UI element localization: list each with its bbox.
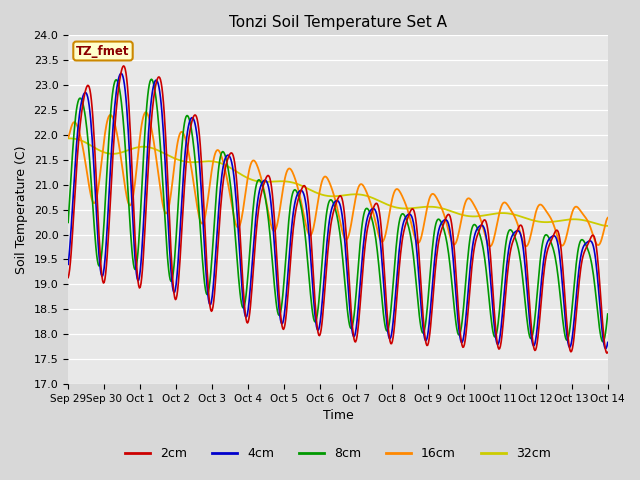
16cm — [185, 152, 193, 157]
8cm — [420, 329, 428, 335]
2cm — [185, 134, 193, 140]
Line: 32cm: 32cm — [68, 138, 608, 226]
8cm — [604, 311, 612, 317]
32cm — [213, 159, 221, 165]
X-axis label: Time: Time — [323, 409, 353, 422]
2cm — [64, 275, 72, 280]
16cm — [64, 134, 72, 140]
Legend: 2cm, 4cm, 8cm, 16cm, 32cm: 2cm, 4cm, 8cm, 16cm, 32cm — [120, 442, 556, 465]
16cm — [420, 222, 428, 228]
8cm — [185, 115, 193, 121]
16cm — [142, 109, 150, 115]
4cm — [420, 331, 428, 337]
16cm — [74, 125, 82, 131]
2cm — [74, 147, 82, 153]
4cm — [74, 126, 82, 132]
4cm — [185, 121, 193, 127]
Text: TZ_fmet: TZ_fmet — [76, 45, 130, 58]
32cm — [403, 205, 411, 211]
16cm — [129, 192, 137, 197]
2cm — [120, 63, 127, 69]
8cm — [64, 219, 72, 225]
32cm — [604, 223, 612, 229]
16cm — [404, 209, 412, 215]
32cm — [64, 135, 72, 141]
32cm — [184, 159, 192, 165]
2cm — [603, 350, 611, 356]
4cm — [118, 71, 125, 76]
8cm — [148, 76, 156, 82]
8cm — [74, 99, 82, 105]
Y-axis label: Soil Temperature (C): Soil Temperature (C) — [15, 145, 28, 274]
16cm — [214, 147, 221, 153]
8cm — [599, 339, 607, 345]
8cm — [404, 222, 412, 228]
32cm — [74, 137, 82, 143]
Line: 16cm: 16cm — [68, 112, 608, 246]
4cm — [131, 243, 138, 249]
Line: 8cm: 8cm — [68, 79, 608, 342]
8cm — [129, 261, 137, 267]
Line: 2cm: 2cm — [68, 66, 608, 353]
2cm — [214, 249, 221, 255]
8cm — [214, 177, 221, 182]
4cm — [404, 212, 412, 217]
4cm — [602, 346, 609, 351]
32cm — [129, 145, 137, 151]
32cm — [419, 204, 427, 210]
4cm — [64, 262, 72, 267]
16cm — [522, 243, 530, 249]
2cm — [604, 349, 612, 355]
Title: Tonzi Soil Temperature Set A: Tonzi Soil Temperature Set A — [229, 15, 447, 30]
16cm — [604, 215, 612, 221]
Line: 4cm: 4cm — [68, 73, 608, 348]
4cm — [214, 224, 221, 229]
2cm — [131, 216, 138, 222]
2cm — [404, 214, 412, 220]
2cm — [420, 323, 428, 328]
4cm — [604, 339, 612, 345]
